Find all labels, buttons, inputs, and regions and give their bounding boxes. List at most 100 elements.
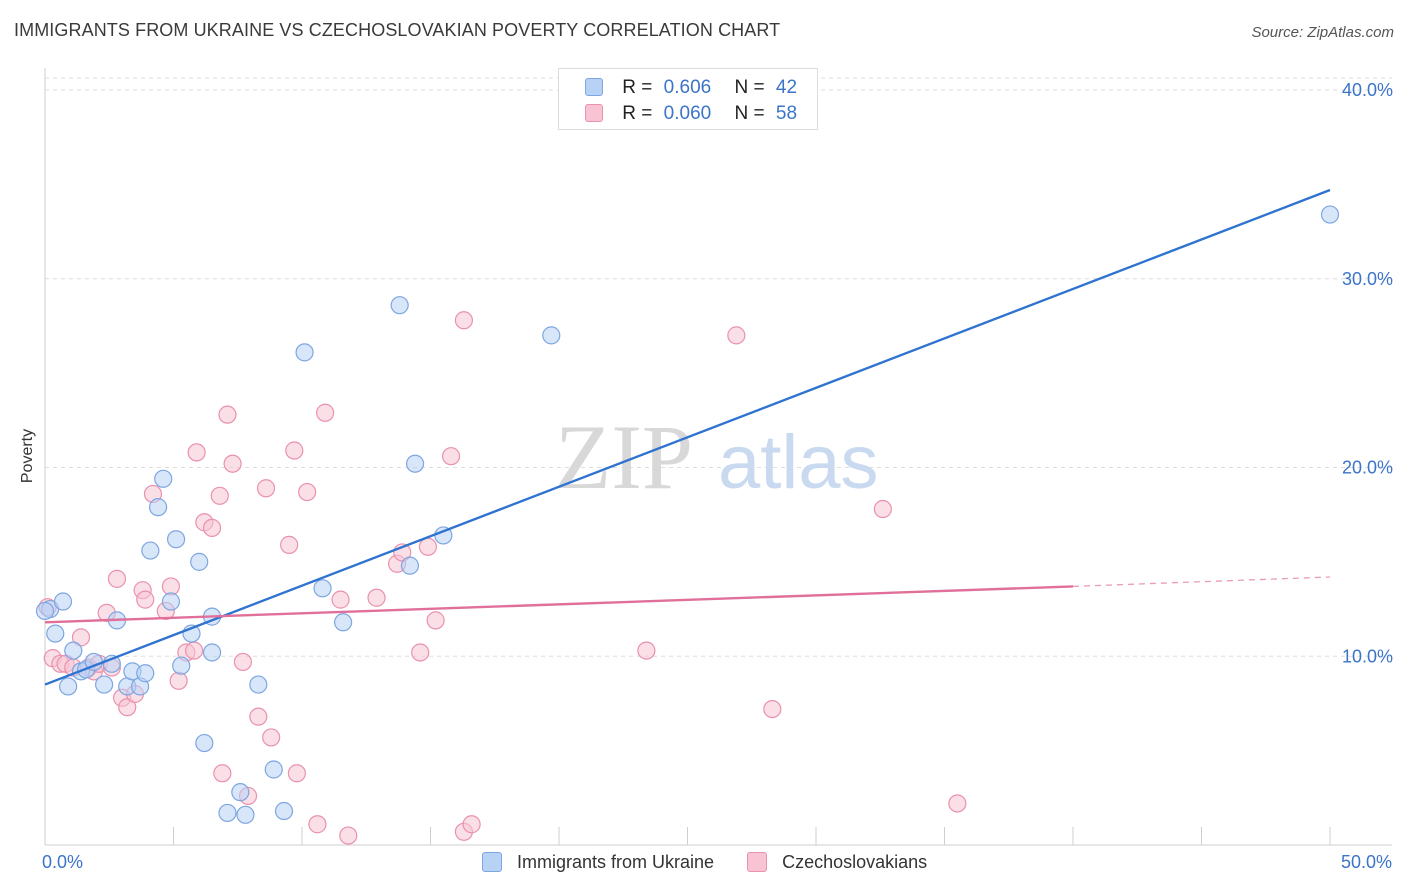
data-point bbox=[411, 643, 430, 662]
data-point bbox=[161, 577, 181, 596]
data-point bbox=[169, 671, 188, 690]
data-point bbox=[233, 652, 252, 672]
data-point bbox=[195, 733, 214, 753]
legend-n-value: 58 bbox=[775, 103, 798, 124]
ukraine-series bbox=[35, 205, 1340, 824]
data-point bbox=[298, 482, 317, 502]
legend-row-czech: R = 0.060 N = 58 bbox=[585, 103, 797, 125]
data-point bbox=[542, 326, 561, 345]
data-point bbox=[190, 552, 209, 571]
data-point bbox=[213, 764, 232, 783]
data-point bbox=[249, 675, 268, 694]
data-point bbox=[148, 498, 168, 517]
data-point bbox=[236, 805, 255, 824]
watermark: ZIP atlas bbox=[555, 406, 879, 508]
data-point bbox=[59, 677, 78, 696]
legend-swatch-ukraine bbox=[482, 852, 502, 872]
data-point bbox=[331, 590, 350, 609]
data-point bbox=[390, 296, 409, 315]
legend-r-label: R = bbox=[622, 77, 653, 98]
legend-swatch-ukraine bbox=[585, 78, 603, 96]
stats-legend: R = 0.606 N = 42 R = 0.060 N = 58 bbox=[558, 68, 818, 130]
x-tick-max: 50.0% bbox=[1340, 852, 1392, 872]
data-point bbox=[210, 486, 229, 505]
y-tick-label: 40.0% bbox=[1342, 80, 1393, 100]
data-point bbox=[187, 443, 206, 462]
chart-title: IMMIGRANTS FROM UKRAINE VS CZECHOSLOVAKI… bbox=[14, 20, 781, 40]
legend-label-ukraine: Immigrants from Ukraine bbox=[517, 852, 715, 872]
y-tick-labels: 10.0% 20.0% 30.0% 40.0% bbox=[1342, 80, 1393, 666]
data-point bbox=[287, 764, 306, 783]
data-point bbox=[231, 783, 250, 802]
data-point bbox=[637, 641, 656, 660]
data-point bbox=[274, 801, 294, 821]
data-point bbox=[35, 601, 55, 621]
trend-line-ukraine bbox=[44, 188, 1331, 686]
data-point bbox=[95, 675, 114, 694]
data-point bbox=[418, 537, 438, 556]
data-point bbox=[64, 641, 83, 660]
data-point bbox=[53, 592, 73, 611]
series-legend: Immigrants from Ukraine Czechoslovakians bbox=[482, 852, 955, 873]
data-point bbox=[441, 447, 461, 466]
legend-item-czech[interactable]: Czechoslovakians bbox=[747, 852, 927, 873]
data-point bbox=[405, 454, 425, 473]
legend-row-ukraine: R = 0.606 N = 42 bbox=[585, 77, 797, 99]
data-point bbox=[223, 454, 242, 473]
data-point bbox=[462, 815, 481, 834]
data-point bbox=[316, 403, 335, 422]
data-point bbox=[249, 707, 268, 726]
trend-line-czech bbox=[44, 585, 1074, 624]
data-point bbox=[161, 592, 181, 611]
data-point bbox=[202, 518, 222, 538]
data-point bbox=[367, 588, 386, 607]
data-point bbox=[948, 794, 967, 813]
data-point bbox=[136, 590, 155, 609]
watermark-atlas: atlas bbox=[718, 420, 879, 505]
legend-n-value: 42 bbox=[775, 77, 798, 98]
data-point bbox=[184, 641, 204, 660]
data-point bbox=[107, 569, 127, 588]
data-point bbox=[202, 643, 222, 662]
y-tick-label: 30.0% bbox=[1342, 269, 1393, 289]
legend-r-value: 0.060 bbox=[663, 103, 712, 124]
legend-r-label: R = bbox=[622, 103, 653, 124]
data-point bbox=[873, 499, 892, 519]
data-point bbox=[218, 803, 237, 823]
data-point bbox=[285, 441, 304, 460]
legend-item-ukraine[interactable]: Immigrants from Ukraine bbox=[482, 852, 714, 873]
axes bbox=[44, 68, 1392, 846]
trend-extension-czech bbox=[1072, 576, 1331, 588]
y-tick-label: 10.0% bbox=[1342, 646, 1393, 666]
data-point bbox=[313, 579, 332, 598]
data-point bbox=[256, 479, 276, 498]
legend-swatch-czech bbox=[585, 104, 603, 122]
data-point bbox=[727, 326, 746, 345]
source-credit: Source: ZipAtlas.com bbox=[1251, 24, 1394, 41]
data-point bbox=[763, 699, 782, 719]
data-point bbox=[172, 656, 191, 675]
legend-n-label: N = bbox=[734, 103, 765, 124]
legend-r-value: 0.606 bbox=[663, 77, 712, 98]
x-tick-min: 0.0% bbox=[42, 852, 84, 872]
data-point bbox=[46, 624, 65, 643]
data-point bbox=[154, 469, 173, 488]
watermark-zip: ZIP bbox=[555, 406, 693, 508]
grid-lines bbox=[45, 77, 1392, 657]
data-point bbox=[339, 826, 358, 845]
data-point bbox=[136, 664, 155, 683]
data-point bbox=[141, 541, 160, 560]
y-tick-label: 20.0% bbox=[1342, 458, 1393, 478]
data-point bbox=[262, 728, 281, 747]
data-point bbox=[1320, 205, 1340, 224]
legend-label-czech: Czechoslovakians bbox=[782, 852, 928, 872]
legend-n-label: N = bbox=[734, 77, 765, 98]
legend-swatch-czech bbox=[747, 852, 768, 872]
data-point bbox=[166, 530, 186, 549]
data-point bbox=[264, 760, 283, 779]
czechoslovakians-series bbox=[38, 311, 967, 845]
data-point bbox=[426, 611, 445, 630]
data-point bbox=[334, 613, 353, 632]
data-point bbox=[295, 343, 314, 362]
